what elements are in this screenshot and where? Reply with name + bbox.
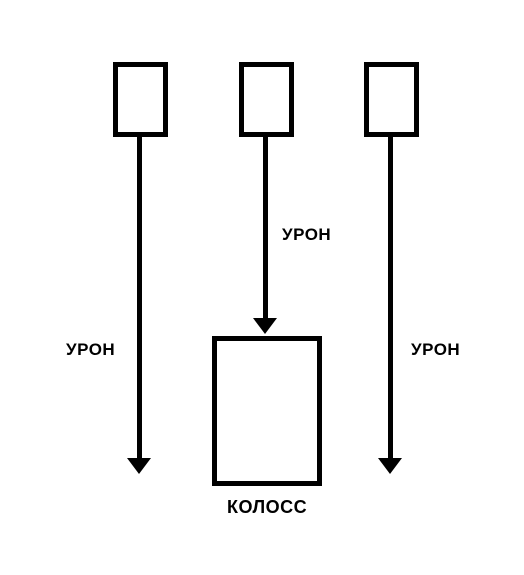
arrow-right-head-icon: [378, 458, 402, 474]
arrow-center-line: [263, 137, 268, 320]
node-top-left: [113, 62, 168, 137]
node-colossus: [212, 336, 322, 486]
arrow-right-line: [388, 137, 393, 460]
label-colossus: КОЛОСС: [227, 497, 307, 518]
node-top-center: [239, 62, 294, 137]
arrow-left-head-icon: [127, 458, 151, 474]
label-damage-right: УРОН: [411, 340, 460, 360]
label-damage-left: УРОН: [66, 340, 115, 360]
diagram-stage: УРОН УРОН УРОН КОЛОСС: [0, 0, 524, 575]
label-damage-center: УРОН: [282, 225, 331, 245]
arrow-left-line: [137, 137, 142, 460]
arrow-center-head-icon: [253, 318, 277, 334]
node-top-right: [364, 62, 419, 137]
